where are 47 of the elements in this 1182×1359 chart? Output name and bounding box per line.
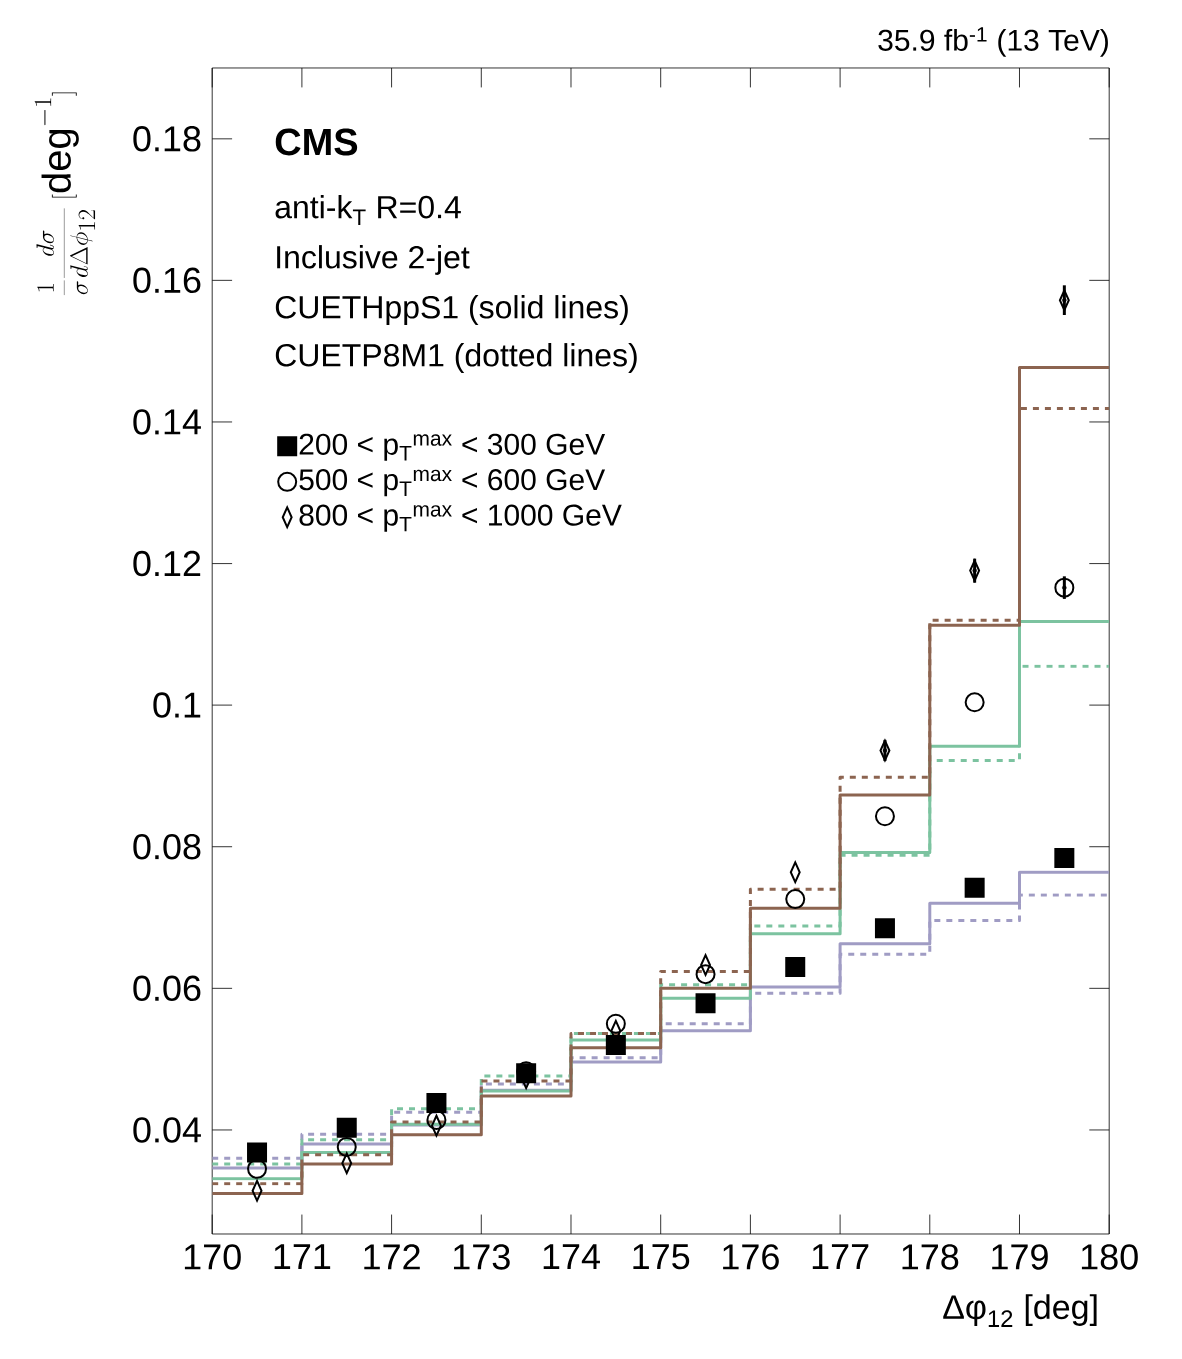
point: [874, 918, 895, 939]
point: [695, 964, 716, 985]
point: [785, 957, 806, 978]
point: [605, 1013, 626, 1034]
point: [426, 1110, 447, 1131]
annotation: anti-k$_{T}$ R=0.4: [275, 194, 461, 225]
point: [964, 877, 985, 898]
x-tick-label: 173: [454, 1244, 510, 1270]
point: [785, 889, 806, 910]
legend-label: 200 < p$_{T}$$^{max}$ < 300 GeV: [299, 433, 606, 461]
y-tick-label: 0.14: [133, 409, 201, 435]
x-axis-title: Δφ$_{12}$ [deg]: [943, 1294, 1097, 1327]
point: [426, 1093, 447, 1114]
x-tick-label: 176: [723, 1244, 779, 1270]
point: [695, 993, 716, 1014]
x-tick-label: 175: [633, 1244, 690, 1270]
x-tick-label: 174: [543, 1244, 600, 1269]
y-tick-label: 0.08: [133, 833, 201, 860]
point: [336, 1117, 357, 1138]
y-tick-label: 0.06: [133, 975, 201, 1002]
text: 35.9 fb$^{-1}$ (13 TeV): [878, 27, 1108, 57]
point: [1054, 577, 1075, 598]
point: [1054, 848, 1075, 869]
annotation: CMS: [275, 128, 358, 156]
point: [874, 806, 895, 827]
y-tick-label: 0.18: [133, 126, 201, 152]
annotation: Inclusive 2-jet: [277, 245, 470, 275]
x-tick-label: 171: [274, 1244, 331, 1269]
x-tick-label: 178: [902, 1244, 959, 1270]
point: [336, 1136, 357, 1157]
point: [605, 1034, 626, 1055]
point: [964, 692, 985, 713]
x-tick-label: 170: [184, 1244, 241, 1270]
legend-label: 800 < p$_{T}$$^{max}$ < 1000 GeV: [299, 504, 622, 532]
legend-label: 500 < p$_{T}$$^{max}$ < 600 GeV: [299, 469, 606, 497]
y-axis-title: $\frac{1}{\sigma}\frac{d\sigma}{d\Delta\phi_{12}}\;[\mathrm{deg}^{-1}]$: [34, 92, 96, 296]
y-tick-label: 0.16: [133, 267, 201, 294]
point: [247, 1142, 268, 1163]
x-tick-label: 180: [1081, 1244, 1138, 1270]
x-tick-label: 177: [812, 1244, 869, 1269]
annotation: CUETP8M1 (dotted lines): [275, 343, 637, 373]
x-tick-label: 172: [364, 1244, 420, 1270]
annotation: CUETHppS1 (solid lines): [275, 295, 628, 325]
y-tick-label: 0.1: [153, 692, 201, 718]
y-tick-label: 0.12: [133, 550, 201, 577]
x-tick-label: 179: [992, 1244, 1048, 1270]
y-tick-label: 0.04: [133, 1117, 201, 1143]
